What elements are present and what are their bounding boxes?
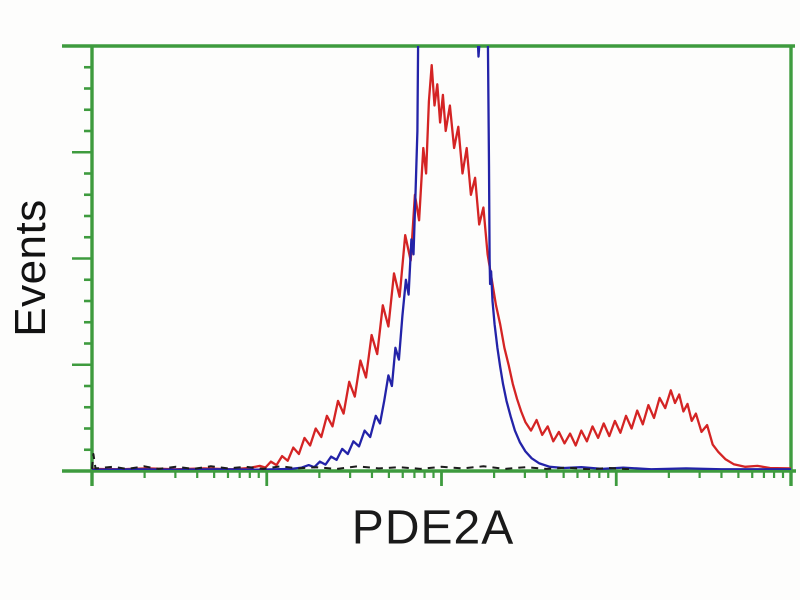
blue-trace <box>91 46 791 470</box>
black-baseline-trace <box>91 453 631 470</box>
trace-group <box>91 46 792 470</box>
red-trace <box>91 63 792 470</box>
y-axis-label: Events <box>6 199 55 337</box>
x-axis-label: PDE2A <box>351 501 515 555</box>
